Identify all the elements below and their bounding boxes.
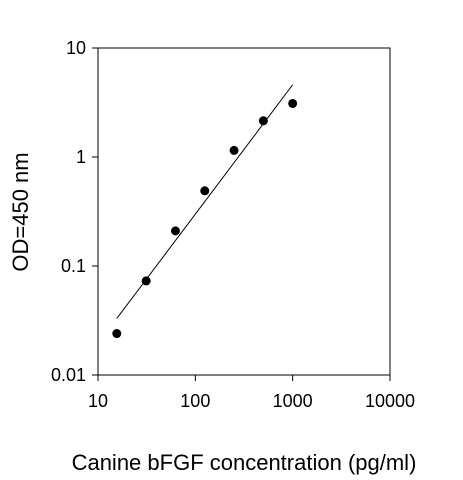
x-tick-label: 10000 [365,391,415,411]
plot-frame [97,47,391,376]
data-point [200,186,210,196]
x-axis-title: Canine bFGF concentration (pg/ml) [72,450,417,475]
x-tick-label: 10 [88,391,108,411]
x-tick-label: 100 [180,391,210,411]
y-tick-label: 0.01 [51,365,86,385]
y-tick-label: 0.1 [61,256,86,276]
data-point [258,116,268,126]
data-points [112,98,298,339]
data-point [170,226,180,236]
data-point [229,145,239,155]
x-axis-ticks: 10 100 1000 10000 [88,375,415,411]
y-tick-label: 1 [76,147,86,167]
data-point [141,276,151,286]
y-axis-title: OD=450 nm [8,152,33,271]
y-axis-ticks: 0.01 0.1 1 10 [51,38,98,385]
y-tick-label: 10 [66,38,86,58]
x-tick-label: 1000 [273,391,313,411]
data-point [288,98,298,108]
data-point [112,329,122,339]
